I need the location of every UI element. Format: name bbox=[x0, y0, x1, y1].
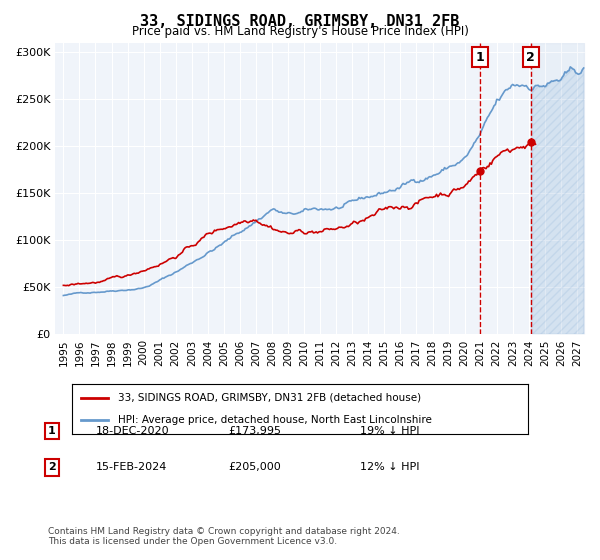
Text: 1: 1 bbox=[476, 50, 484, 64]
Text: Contains HM Land Registry data © Crown copyright and database right 2024.
This d: Contains HM Land Registry data © Crown c… bbox=[48, 526, 400, 546]
Text: 33, SIDINGS ROAD, GRIMSBY, DN31 2FB: 33, SIDINGS ROAD, GRIMSBY, DN31 2FB bbox=[140, 14, 460, 29]
Text: 12% ↓ HPI: 12% ↓ HPI bbox=[360, 463, 419, 473]
Text: 18-DEC-2020: 18-DEC-2020 bbox=[96, 426, 170, 436]
Text: Price paid vs. HM Land Registry's House Price Index (HPI): Price paid vs. HM Land Registry's House … bbox=[131, 25, 469, 38]
Text: 2: 2 bbox=[48, 463, 56, 473]
Text: 2: 2 bbox=[526, 50, 535, 64]
Text: 15-FEB-2024: 15-FEB-2024 bbox=[96, 463, 167, 473]
Text: HPI: Average price, detached house, North East Lincolnshire: HPI: Average price, detached house, Nort… bbox=[118, 415, 431, 425]
Text: 33, SIDINGS ROAD, GRIMSBY, DN31 2FB (detached house): 33, SIDINGS ROAD, GRIMSBY, DN31 2FB (det… bbox=[118, 393, 421, 403]
Text: £205,000: £205,000 bbox=[228, 463, 281, 473]
Text: 1: 1 bbox=[48, 426, 56, 436]
Text: £173,995: £173,995 bbox=[228, 426, 281, 436]
Text: 19% ↓ HPI: 19% ↓ HPI bbox=[360, 426, 419, 436]
